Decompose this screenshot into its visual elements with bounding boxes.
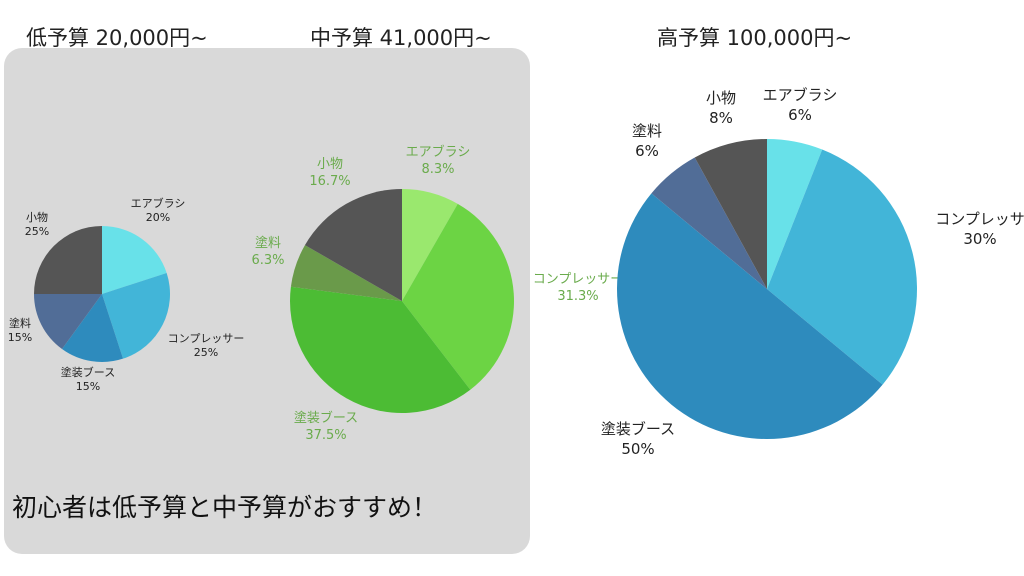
high-budget-category-label-2: コンプレッサ [935, 210, 1024, 228]
high-budget-category-label-1: エアブラシ [763, 86, 838, 104]
low-budget-pie-slice-3 [62, 294, 124, 362]
high-budget-percent-label-5: 8% [709, 109, 733, 127]
mid-budget-percent-label-1: 8.3% [421, 162, 454, 177]
mid-budget-category-label-2: コンプレッサー [533, 272, 624, 287]
high-budget-pie-slice-1 [767, 139, 823, 289]
mid-budget-category-label-4: 塗料 [255, 235, 281, 251]
high-budget-pie-slice-2 [767, 149, 918, 385]
mid-budget-pie: エアブラシ 8.3% コンプレッサー 31.3% 塗装ブース 37.5% 塗料 6.3% 小物 1… [251, 144, 623, 443]
mid-budget-pie-slice-5 [304, 189, 402, 301]
low-budget-percent-label-4: 15% [8, 331, 32, 344]
low-budget-category-label-1: エアブラシ [131, 196, 186, 210]
high-budget-pie-slice-5 [694, 139, 767, 289]
mid-budget-percent-label-3: 37.5% [305, 428, 346, 443]
high-budget-pie: エアブラシ 6% コンプレッサ 30% 塗装ブース 50% 塗料 6% 小物 8% [601, 86, 1024, 458]
low-budget-pie-slice-4 [34, 294, 102, 350]
recommendation-text: 初心者は低予算と中予算がおすすめ！ [12, 493, 438, 522]
low-budget-category-label-3: 塗装ブース [61, 365, 115, 379]
low-budget-percent-label-2: 25% [194, 346, 218, 359]
high-budget-category-label-4: 塗料 [632, 122, 662, 140]
low-budget-category-label-4: 塗料 [9, 316, 31, 330]
mid-budget-pie-slice-1 [402, 189, 458, 301]
low-budget-percent-label-5: 25% [25, 225, 49, 238]
high-budget-category-label-3: 塗装ブース [601, 420, 675, 438]
high-budget-category-label-5: 小物 [706, 89, 736, 107]
low-budget-pie-slice-1 [102, 226, 167, 294]
low-budget-pie-slice-2 [102, 272, 171, 359]
low-budget-percent-label-3: 15% [76, 380, 100, 393]
low-budget-category-label-2: コンプレッサー [168, 332, 245, 345]
high-budget-percent-label-1: 6% [788, 106, 812, 124]
high-budget-percent-label-2: 30% [963, 230, 996, 248]
mid-budget-pie-slice-2 [402, 203, 515, 390]
high-budget-percent-label-4: 6% [635, 142, 659, 160]
high-budget-title: 高予算 100,000円~ [657, 26, 853, 50]
mid-budget-category-label-3: 塗装ブース [294, 410, 358, 426]
low-budget-pie-slice-5 [34, 226, 102, 294]
mid-budget-percent-label-5: 16.7% [309, 174, 350, 189]
mid-budget-pie-slice-4 [290, 245, 402, 301]
mid-budget-percent-label-2: 31.3% [557, 289, 598, 304]
mid-budget-percent-label-4: 6.3% [251, 253, 284, 268]
high-budget-pie-slice-3 [617, 193, 883, 439]
mid-budget-title: 中予算 41,000円~ [310, 26, 492, 50]
mid-budget-pie-slice-3 [290, 286, 471, 414]
low-budget-category-label-5: 小物 [26, 210, 48, 224]
mid-budget-category-label-5: 小物 [317, 157, 343, 172]
low-budget-percent-label-1: 20% [146, 211, 170, 224]
mid-budget-category-label-1: エアブラシ [406, 144, 471, 160]
high-budget-pie-slice-4 [651, 157, 767, 289]
low-budget-title: 低予算 20,000円~ [26, 26, 208, 50]
high-budget-percent-label-3: 50% [621, 440, 654, 458]
